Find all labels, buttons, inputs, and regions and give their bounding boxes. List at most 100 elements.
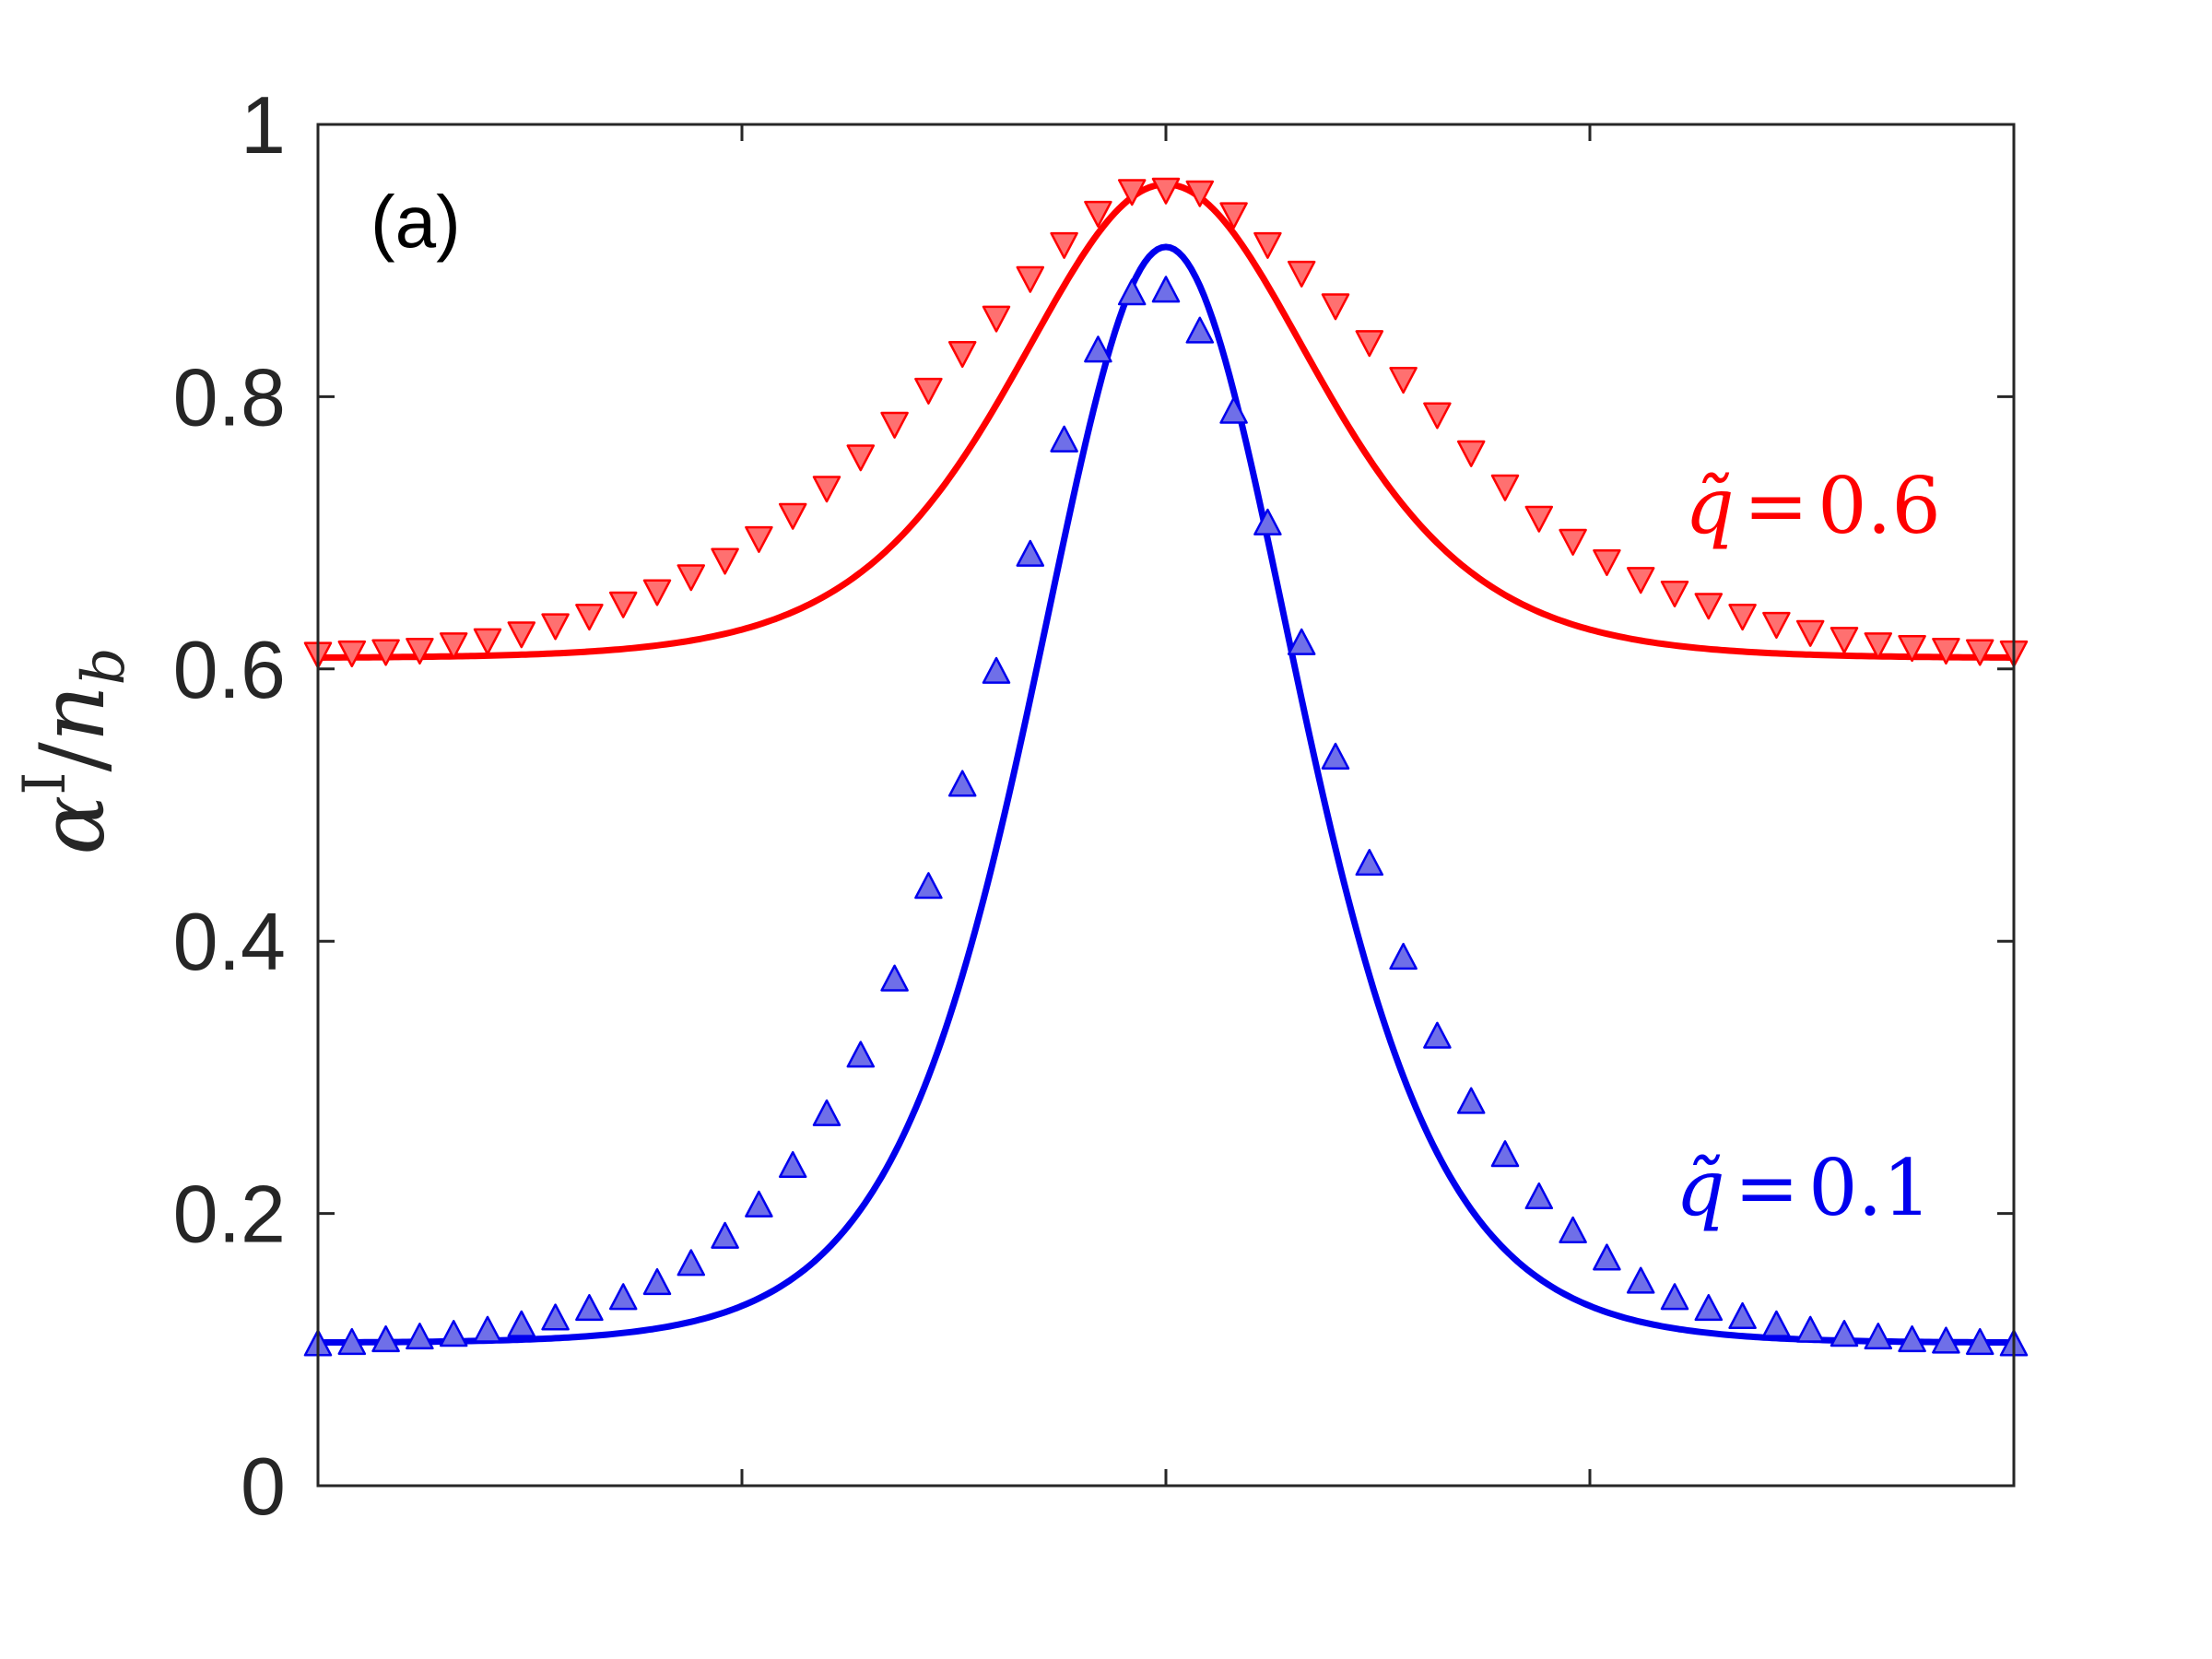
data-point-s0-29 (1287, 260, 1316, 288)
y-axis-label-subscript: b (70, 647, 138, 685)
data-point-s0-47 (1898, 635, 1926, 663)
data-point-s1-6 (507, 1310, 536, 1337)
data-point-s1-27 (1219, 396, 1248, 424)
axes: 0 0.2 0.4 0.6 0.8 1 (173, 79, 2016, 1532)
y-tick-label-2: 0.4 (173, 896, 286, 987)
markers-layer (303, 177, 2029, 1357)
data-point-s0-19 (947, 340, 977, 369)
data-point-s1-45 (1830, 1320, 1859, 1347)
data-point-s0-15 (812, 476, 841, 503)
data-point-s0-39 (1626, 567, 1655, 594)
series-label-q01-equals: = (1735, 1143, 1799, 1233)
y-axis-label-alpha: α (21, 795, 124, 855)
data-point-s0-44 (1795, 619, 1825, 647)
data-point-s1-30 (1321, 742, 1350, 770)
series-label-q06-equals: = (1744, 461, 1808, 551)
data-point-s0-10 (642, 579, 672, 606)
data-point-s1-33 (1423, 1021, 1452, 1049)
data-point-s0-17 (880, 411, 909, 439)
data-point-s1-35 (1490, 1140, 1520, 1168)
data-point-s0-8 (575, 604, 604, 631)
data-point-s1-10 (642, 1267, 672, 1296)
data-point-s0-25 (1151, 177, 1181, 205)
data-point-s0-7 (541, 613, 570, 641)
data-point-s1-28 (1253, 508, 1282, 535)
data-point-s0-35 (1490, 474, 1520, 501)
data-point-s1-14 (778, 1150, 807, 1179)
data-point-s1-38 (1593, 1243, 1621, 1271)
data-point-s0-13 (745, 525, 773, 553)
data-point-s1-46 (1864, 1323, 1893, 1350)
data-point-s1-48 (1932, 1326, 1960, 1354)
data-point-s0-21 (1016, 265, 1045, 293)
data-point-s0-38 (1593, 548, 1621, 577)
data-point-s0-12 (711, 547, 739, 575)
data-point-s0-42 (1728, 604, 1757, 631)
data-point-s0-2 (371, 639, 400, 666)
data-point-s1-21 (1016, 539, 1045, 567)
data-point-s0-41 (1694, 593, 1724, 620)
data-point-s1-41 (1694, 1294, 1724, 1322)
data-point-s0-18 (914, 377, 943, 405)
data-point-s1-22 (1050, 425, 1078, 453)
data-point-s1-44 (1795, 1315, 1825, 1343)
data-point-s1-31 (1355, 849, 1384, 877)
data-point-s0-24 (1117, 179, 1147, 206)
y-tick-label-4: 0.8 (173, 351, 286, 442)
data-point-s1-4 (439, 1320, 468, 1347)
data-point-s0-48 (1932, 637, 1960, 665)
data-point-s1-47 (1898, 1325, 1926, 1353)
data-point-s0-5 (473, 628, 502, 655)
data-point-s0-36 (1524, 505, 1554, 533)
data-point-s0-1 (337, 640, 367, 668)
series-label-q01-value: 0.1 (1808, 1143, 1932, 1233)
data-point-s1-32 (1389, 942, 1418, 971)
data-point-s1-34 (1456, 1087, 1486, 1114)
data-point-s0-28 (1253, 231, 1282, 259)
data-point-s1-17 (880, 964, 909, 992)
data-point-s0-26 (1185, 180, 1215, 207)
data-point-s0-22 (1050, 231, 1078, 259)
data-point-s0-37 (1559, 528, 1587, 556)
data-point-s1-11 (677, 1249, 706, 1277)
series-label-q01: q̃ = 0.1 (1676, 1143, 1932, 1233)
data-point-s0-16 (846, 444, 876, 472)
y-tick-label-3: 0.6 (173, 624, 286, 715)
data-point-s1-43 (1762, 1310, 1791, 1337)
series-curve-1 (318, 243, 2014, 1347)
data-point-s0-34 (1456, 440, 1486, 467)
data-point-s1-40 (1660, 1283, 1689, 1311)
data-point-s1-37 (1559, 1216, 1587, 1243)
data-point-s1-42 (1728, 1301, 1757, 1329)
data-point-s1-7 (541, 1303, 570, 1331)
y-axis-label-superscript: I (11, 772, 79, 795)
y-axis-label-n: n (21, 685, 124, 742)
y-axis-label: αI/nb (11, 647, 138, 854)
data-point-s1-39 (1626, 1266, 1655, 1294)
data-point-s1-9 (608, 1283, 638, 1311)
panel-label: (a) (371, 181, 461, 263)
data-point-s0-4 (439, 632, 468, 660)
data-point-s0-11 (677, 564, 706, 592)
data-point-s1-3 (406, 1323, 434, 1350)
series-label-q06: q̃ = 0.6 (1685, 461, 1941, 551)
y-axis-label-slash: / (21, 742, 124, 772)
data-point-s0-32 (1389, 367, 1418, 394)
data-point-s1-18 (914, 872, 943, 900)
data-point-s1-16 (846, 1041, 876, 1068)
data-point-s1-12 (711, 1221, 739, 1249)
data-point-s1-49 (1965, 1327, 1994, 1356)
data-point-s0-33 (1423, 402, 1452, 429)
data-point-s0-31 (1355, 330, 1384, 358)
data-point-s1-26 (1185, 316, 1215, 344)
data-point-s1-5 (473, 1315, 502, 1343)
data-point-s0-46 (1864, 632, 1893, 660)
data-point-s1-1 (337, 1327, 367, 1356)
data-point-s1-25 (1151, 276, 1181, 303)
data-point-s0-49 (1965, 639, 1994, 666)
data-point-s1-15 (812, 1099, 841, 1126)
data-point-s1-29 (1287, 628, 1316, 655)
data-point-s0-9 (608, 591, 638, 618)
